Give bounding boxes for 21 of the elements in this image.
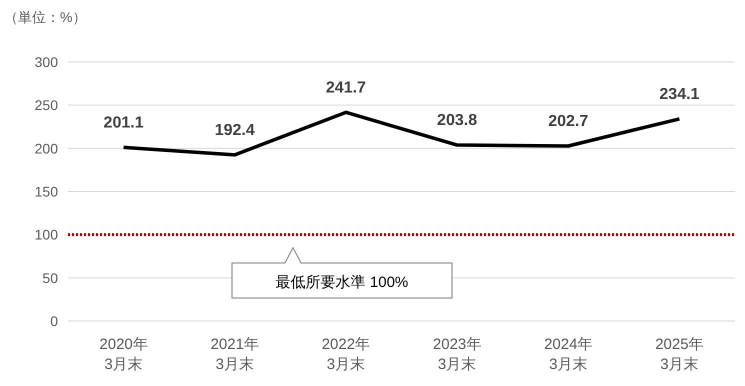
y-tick-label: 0 [50, 313, 58, 329]
data-label: 234.1 [659, 86, 700, 103]
data-label: 241.7 [326, 79, 366, 96]
data-label: 202.7 [548, 113, 588, 130]
x-tick-label: 2021年 3月末 [210, 336, 259, 373]
x-tick-label: 2020年 3月末 [99, 336, 148, 373]
data-label: 192.4 [214, 122, 255, 139]
y-tick-label: 150 [34, 184, 58, 200]
x-tick-label: 2025年 3月末 [655, 336, 704, 373]
y-tick-label: 250 [34, 97, 58, 114]
data-label: 203.8 [437, 112, 478, 130]
x-tick-label: 2022年 3月末 [322, 336, 370, 373]
data-label: 201.1 [104, 114, 144, 132]
y-tick-label: 50 [42, 270, 58, 286]
y-tick-label: 200 [34, 140, 58, 156]
x-tick-label: 2023年 3月末 [432, 336, 482, 373]
y-tick-label: 100 [34, 226, 58, 243]
ref-line-label: 最低所要水準 100% [276, 274, 408, 291]
y-tick-label: 300 [34, 54, 58, 70]
x-tick-label: 2024年 3月末 [544, 336, 592, 373]
y-axis-title: （単位：%） [4, 9, 86, 25]
